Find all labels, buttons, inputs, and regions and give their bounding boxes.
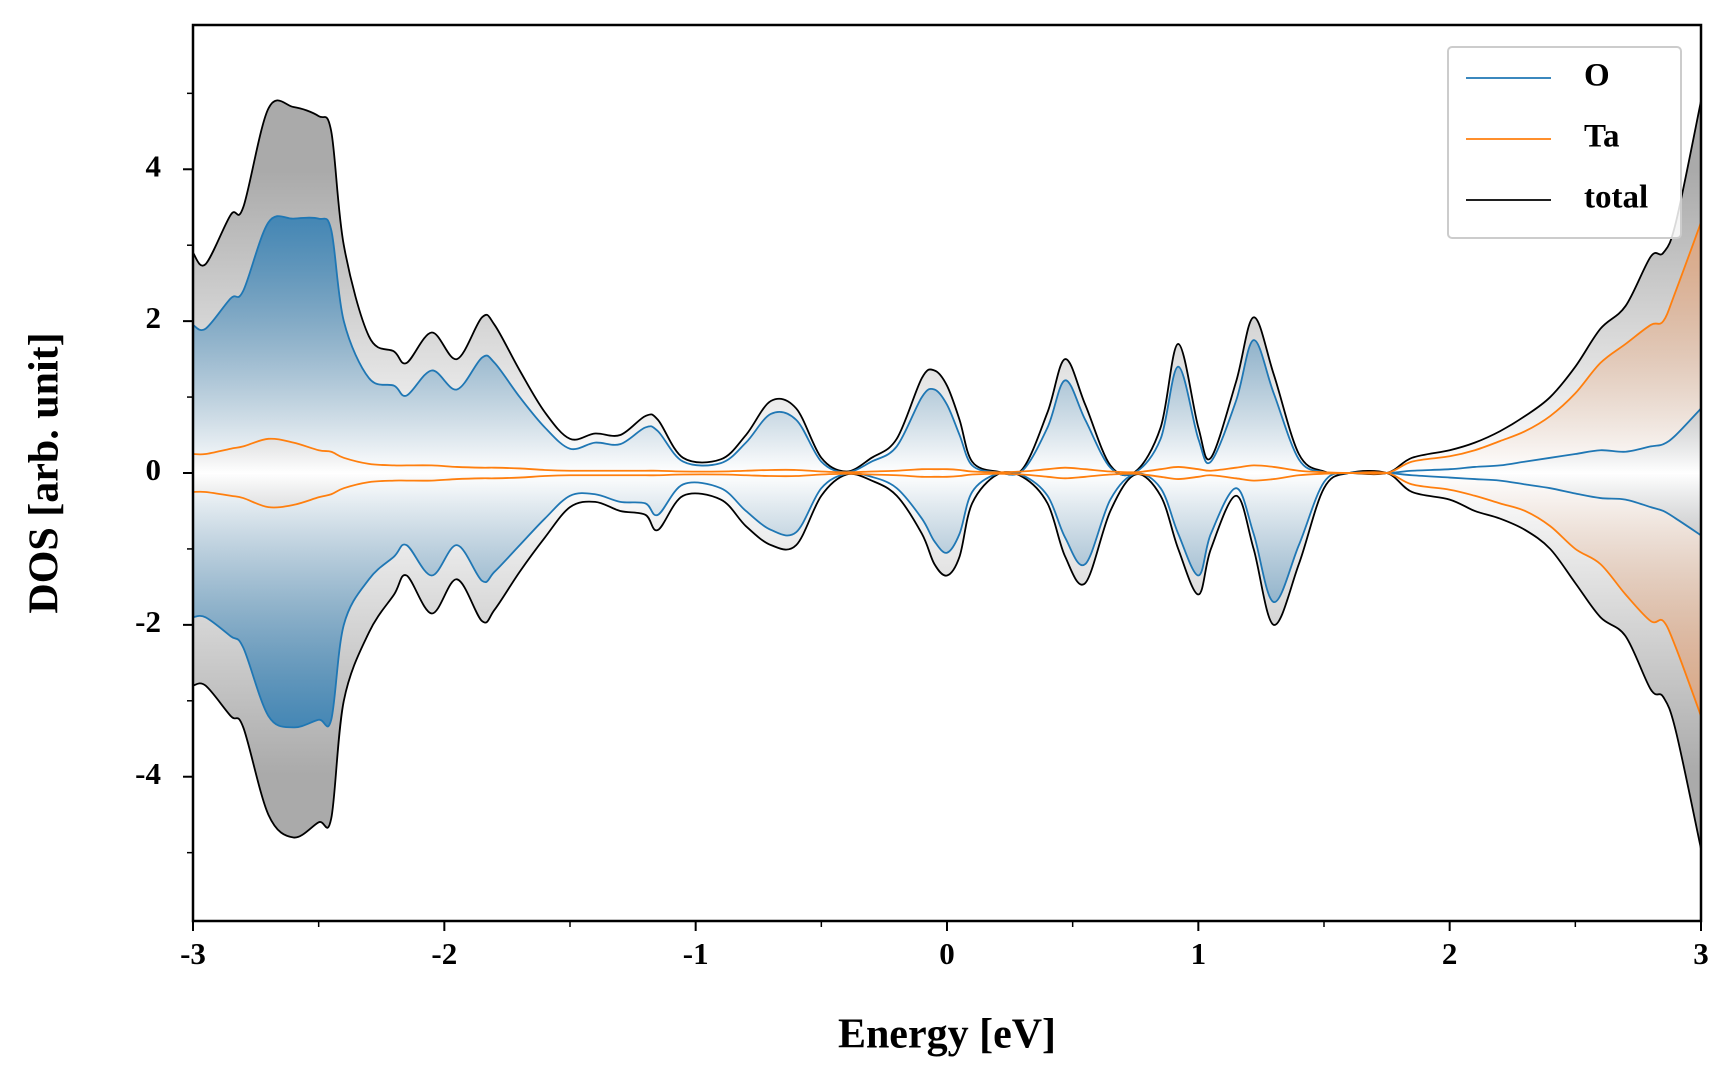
y-tick-label: -2 bbox=[135, 604, 161, 639]
axes: -3 -2 -1 0 1 2 3 -4 -2 0 2 4 bbox=[135, 23, 1709, 971]
legend-label: total bbox=[1584, 180, 1648, 216]
area-fill bbox=[193, 216, 1701, 476]
x-tick-label: 2 bbox=[1442, 936, 1458, 971]
area-fill bbox=[193, 222, 1701, 474]
series-line bbox=[192, 99, 1702, 477]
series-line bbox=[192, 471, 1702, 729]
x-tick-label: 3 bbox=[1693, 936, 1709, 971]
y-tick-label: 0 bbox=[146, 452, 162, 487]
y-axis-label: DOS [arb. unit] bbox=[22, 332, 68, 613]
series-line bbox=[192, 215, 1702, 477]
x-tick-label: 1 bbox=[1191, 936, 1207, 971]
legend: O Ta total bbox=[1447, 46, 1682, 239]
y-tick-label: 2 bbox=[146, 300, 162, 335]
area-fill bbox=[193, 472, 1701, 716]
y-tick-label: 4 bbox=[146, 148, 162, 183]
legend-box bbox=[1447, 46, 1682, 239]
legend-label: O bbox=[1584, 58, 1610, 94]
fills bbox=[193, 100, 1701, 849]
legend-label: Ta bbox=[1584, 119, 1619, 155]
area-fill bbox=[193, 472, 1701, 728]
x-tick-label: -1 bbox=[683, 936, 709, 971]
x-tick-label: -3 bbox=[180, 936, 206, 971]
series-line bbox=[192, 469, 1702, 850]
series-line bbox=[192, 471, 1702, 717]
x-tick-label: 0 bbox=[939, 936, 955, 971]
lines bbox=[192, 99, 1702, 850]
x-tick-label: -2 bbox=[431, 936, 457, 971]
x-axis-label: Energy [eV] bbox=[838, 1012, 1056, 1058]
series-line bbox=[192, 222, 1702, 475]
y-tick-label: -4 bbox=[135, 756, 161, 791]
